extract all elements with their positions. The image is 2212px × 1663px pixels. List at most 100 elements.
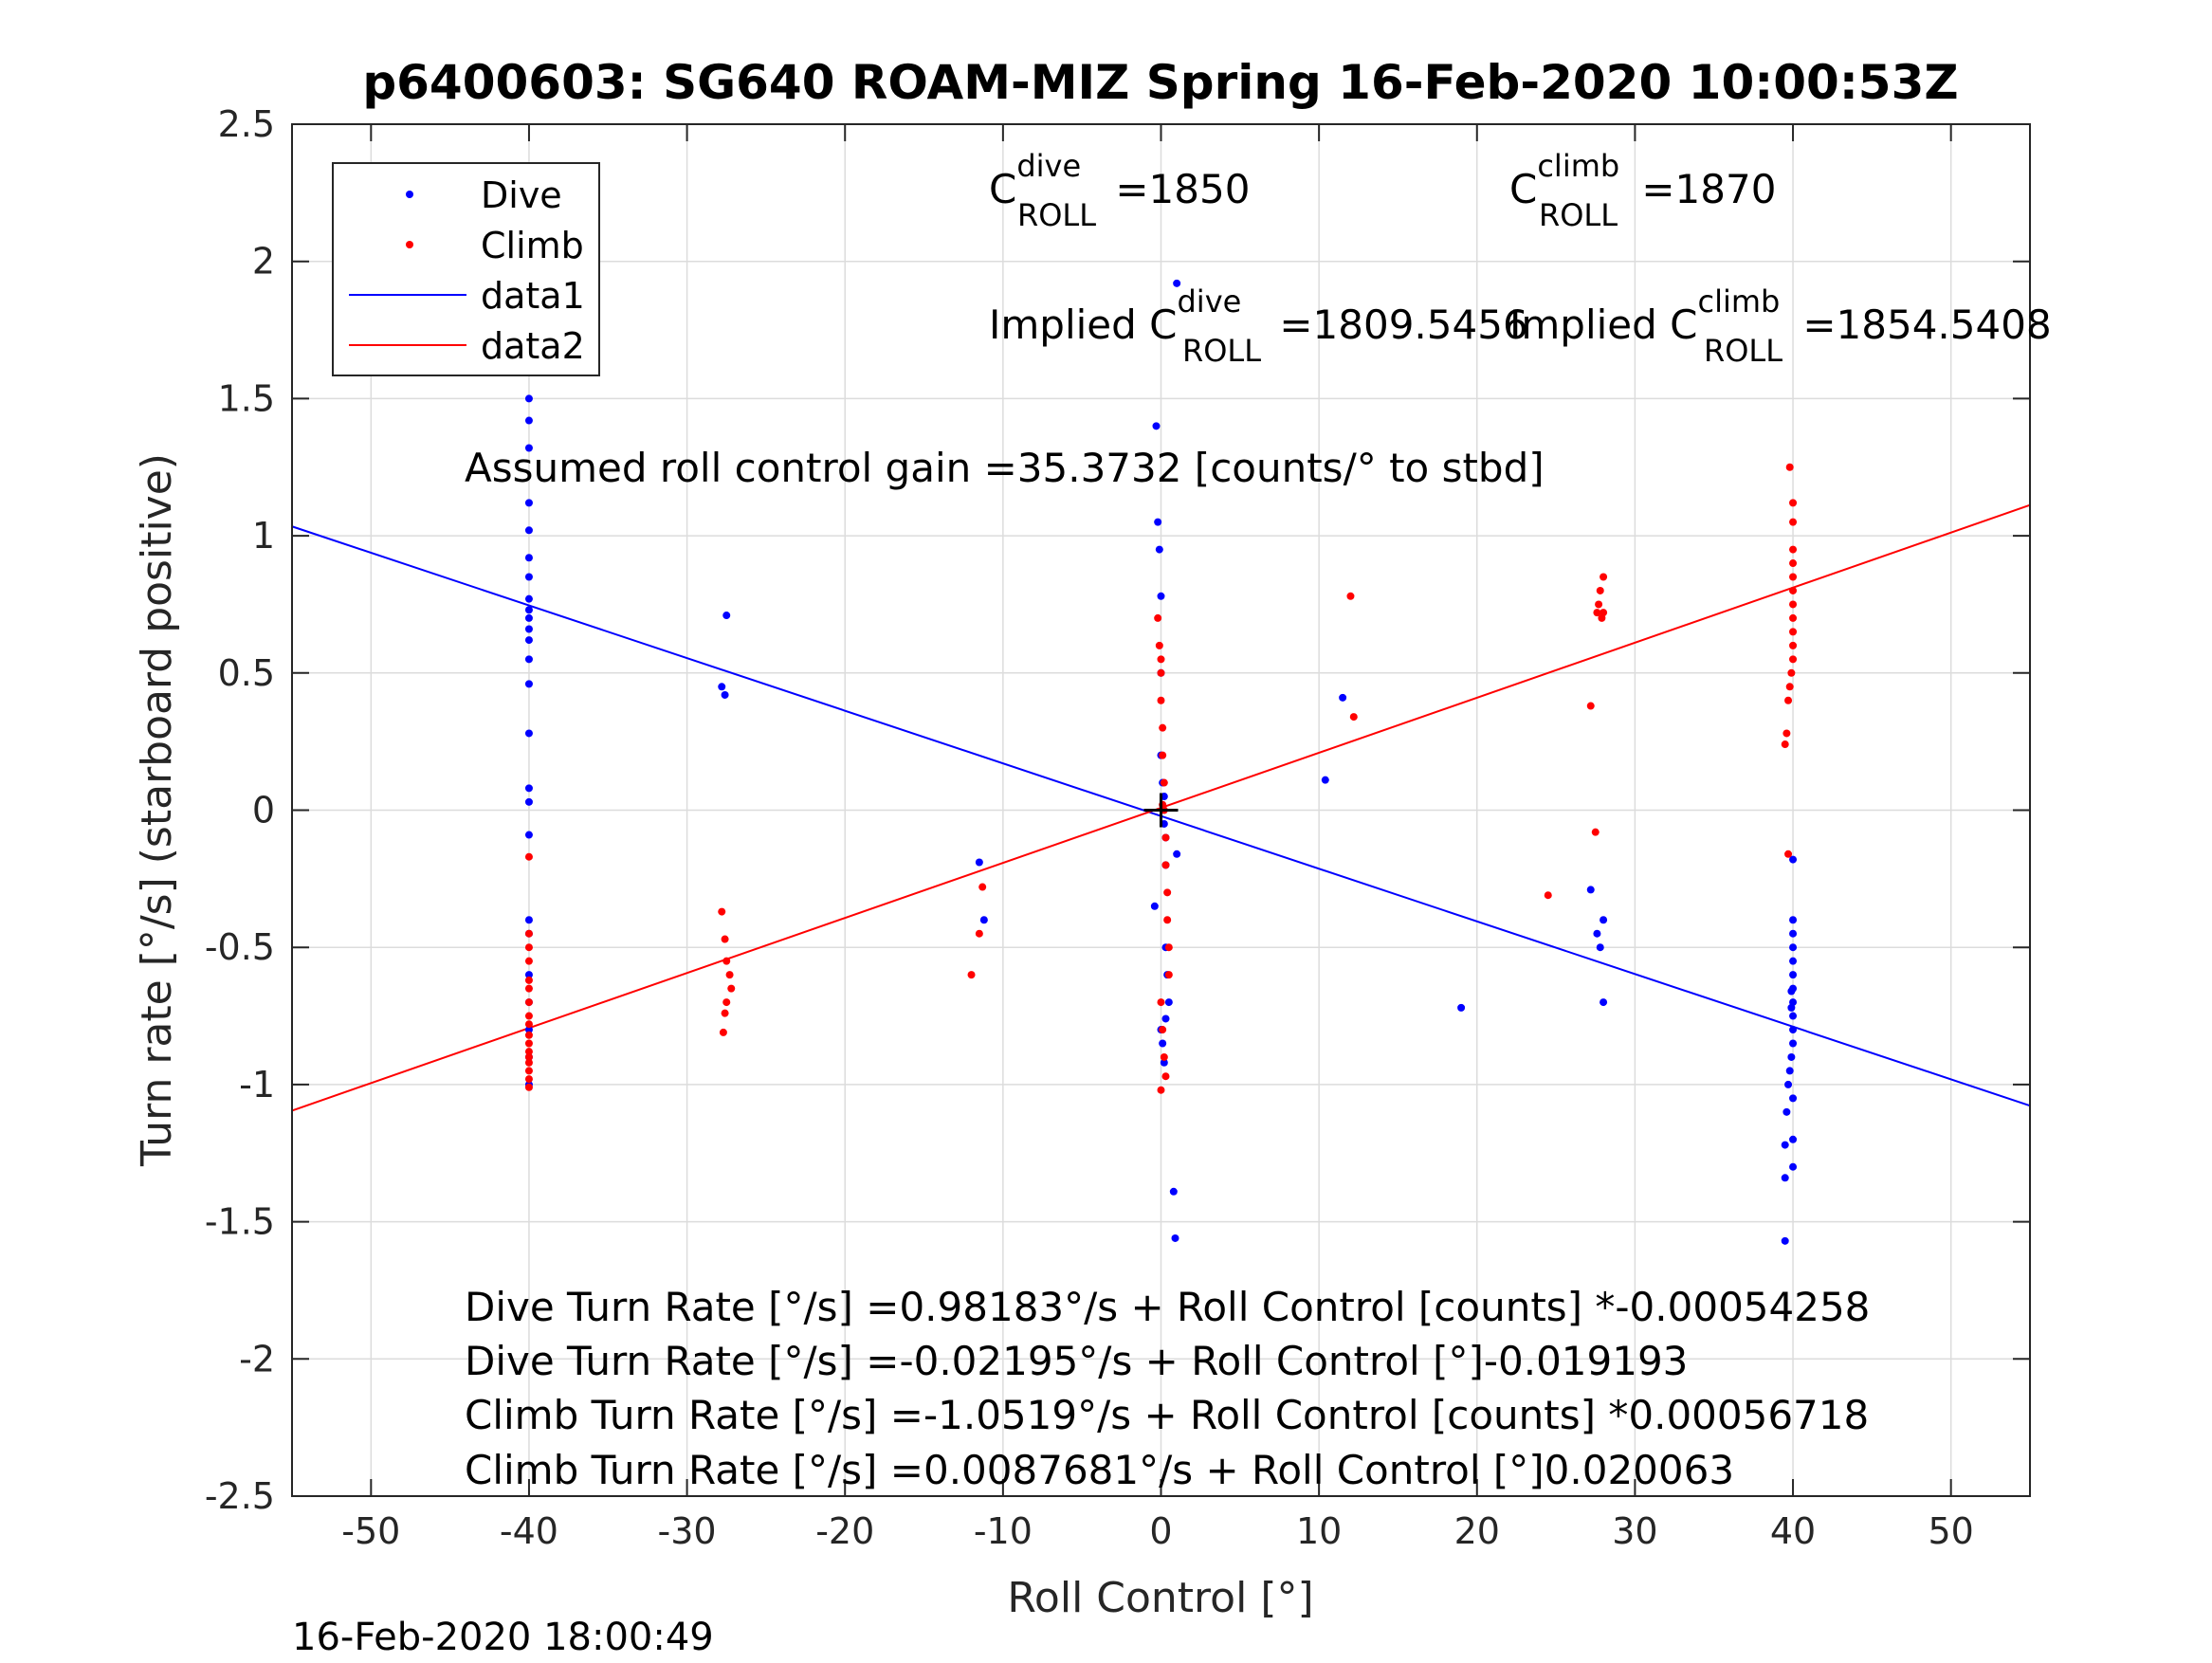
climb-point (524, 1020, 533, 1029)
climb-point (1789, 641, 1798, 649)
climb-point (725, 971, 734, 979)
dive-point (524, 394, 533, 403)
dive-point (1159, 1039, 1167, 1048)
dive-point (1171, 1234, 1179, 1242)
climb-point (1789, 573, 1798, 581)
dive-point (524, 655, 533, 664)
climb-point (1155, 641, 1163, 649)
climb-point (524, 984, 533, 993)
dive-point (524, 784, 533, 793)
y-tick-label: -2.5 (205, 1475, 275, 1517)
climb-point (1164, 971, 1173, 979)
climb-point (1157, 668, 1165, 677)
climb-point (1787, 668, 1796, 677)
climb-point (524, 1075, 533, 1084)
climb-point (1544, 891, 1552, 900)
dive-point (1154, 518, 1162, 526)
dive-point (1789, 943, 1798, 952)
climb-point (1781, 740, 1789, 749)
climb-point (524, 1031, 533, 1039)
climb-point (1784, 696, 1793, 704)
legend-box (332, 162, 600, 376)
climb-point (1785, 683, 1794, 691)
annotation-dive-fit-degrees: Dive Turn Rate [°/s] =-0.02195°/s + Roll… (465, 1338, 1688, 1384)
x-tick-label: -50 (341, 1510, 400, 1552)
annotation-roll-gain: Assumed roll control gain =35.3732 [coun… (465, 445, 1545, 491)
y-tick-label: 2.5 (218, 103, 275, 145)
climb-point (1595, 600, 1603, 609)
dive-point (1787, 987, 1796, 996)
climb-point (722, 998, 731, 1007)
dive-point (1596, 943, 1604, 952)
x-tick-label: 0 (1149, 1510, 1172, 1552)
dive-point (1789, 1135, 1798, 1143)
climb-point (1161, 833, 1170, 842)
dive-point (524, 444, 533, 452)
climb-point (1789, 499, 1798, 507)
dive-point (1789, 1012, 1798, 1020)
dive-point (1781, 1141, 1789, 1149)
dive-point (524, 554, 533, 562)
ticks (292, 123, 2030, 1497)
y-tick-label: -0.5 (205, 926, 275, 968)
x-tick-label: 10 (1296, 1510, 1342, 1552)
climb-point (524, 943, 533, 952)
x-tick-label: 30 (1612, 1510, 1657, 1552)
dive-point (524, 916, 533, 924)
climb-point (722, 957, 731, 965)
y-tick-label: 2 (252, 241, 275, 283)
climb-point (1600, 573, 1608, 581)
climb-point (1161, 861, 1170, 869)
annotation-climb-fit-counts: Climb Turn Rate [°/s] =-1.0519°/s + Roll… (465, 1392, 1869, 1438)
dive-point (524, 594, 533, 603)
climb-point (524, 1012, 533, 1020)
dive-point (1173, 850, 1181, 858)
climb-point (1160, 778, 1168, 787)
dive-point (979, 916, 988, 924)
dive-point (524, 971, 533, 979)
annotation-climb-fit-degrees: Climb Turn Rate [°/s] =0.0087681°/s + Ro… (465, 1447, 1734, 1493)
chart-title: p6400603: SG640 ROAM-MIZ Spring 16-Feb-2… (362, 55, 1958, 110)
dive-point (1789, 1162, 1798, 1171)
annotation-c-roll-dive: Cdive ROLL =1850 (989, 148, 1250, 233)
climb-point (1789, 518, 1798, 526)
annotation-dive-fit-counts: Dive Turn Rate [°/s] =0.98183°/s + Roll … (465, 1284, 1870, 1330)
y-tick-label: -1.5 (205, 1201, 275, 1243)
legend-marker-dive (406, 191, 413, 198)
climb-point (1160, 1052, 1168, 1061)
dive-point (524, 416, 533, 425)
climb-point (721, 935, 729, 943)
dive-point (524, 831, 533, 839)
climb-point (1159, 1026, 1167, 1034)
dive-point (1782, 1107, 1791, 1116)
dive-point (722, 612, 731, 620)
dive-point (1457, 1003, 1466, 1012)
dive-point (1789, 957, 1798, 965)
dive-point (1150, 902, 1159, 910)
x-tick-label: 40 (1770, 1510, 1816, 1552)
x-tick-label: -20 (815, 1510, 874, 1552)
climb-point (1163, 916, 1172, 924)
dive-point (524, 499, 533, 507)
annotation-implied-c-roll-climb: Implied Cclimb ROLL =1854.5408 (1509, 283, 2052, 369)
climb-point (1593, 609, 1601, 617)
climb-point (1789, 545, 1798, 554)
climb-point (524, 1083, 533, 1091)
dive-point (1600, 916, 1608, 924)
dive-point (1321, 776, 1329, 784)
climb-point (975, 929, 983, 938)
dive-point (1593, 929, 1601, 938)
legend-label-climb: Climb (481, 225, 584, 266)
climb-point (524, 1039, 533, 1048)
climb-point (524, 976, 533, 984)
dive-point (721, 690, 729, 699)
x-axis-label: Roll Control [°] (1007, 1574, 1313, 1622)
climb-point (524, 1048, 533, 1056)
dive-point (1789, 1094, 1798, 1103)
dive-point (1160, 1058, 1168, 1067)
dive-point (1169, 1187, 1178, 1196)
climb-point (721, 1009, 729, 1017)
dive-point (524, 729, 533, 738)
x-tick-label: -30 (658, 1510, 717, 1552)
